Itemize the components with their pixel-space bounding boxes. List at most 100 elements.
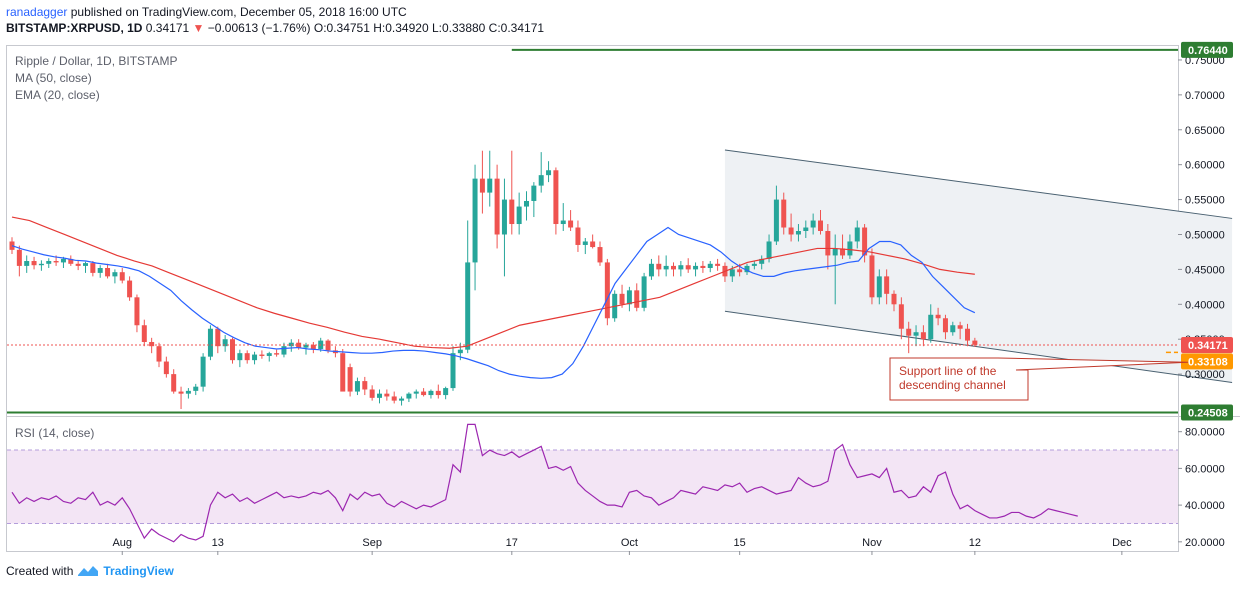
candle-50	[377, 389, 382, 404]
price-axis[interactable]: 0.300000.350000.400000.450000.500000.550…	[1178, 55, 1225, 381]
candle-body	[421, 391, 427, 396]
candle-9	[75, 260, 81, 271]
legend-ema[interactable]: EMA (20, close)	[15, 88, 100, 102]
candle-body	[546, 170, 552, 176]
candle-8	[68, 255, 74, 266]
time-tick-4: Oct	[621, 537, 638, 549]
candle-body	[296, 342, 302, 348]
time-axis[interactable]: Aug 13 Sep 17 Oct 15 Nov 12 Dec	[112, 537, 1132, 555]
candle-55	[413, 389, 419, 399]
candle-119	[884, 269, 890, 305]
candle-126	[935, 307, 941, 326]
candle-body	[575, 227, 581, 245]
candle-34	[259, 350, 265, 359]
candle-28	[215, 326, 221, 354]
time-tick-3: 17	[506, 537, 518, 549]
candle-91	[678, 261, 684, 277]
candle-body	[141, 325, 147, 342]
candle-127	[942, 314, 948, 340]
candle-body	[105, 268, 111, 277]
price-tick-4: 0.50000	[1185, 229, 1225, 241]
candle-body	[818, 220, 823, 231]
price-tick-9: 0.75000	[1185, 55, 1225, 67]
candle-33	[252, 351, 258, 365]
callout-annotation[interactable]: Support line of the descending channel	[889, 357, 1189, 401]
candle-7	[60, 256, 66, 268]
candle-35	[266, 351, 272, 362]
candle-90	[671, 262, 676, 277]
rsi-axis[interactable]: 20.0000 40.0000 60.0000 80.0000	[1178, 427, 1225, 549]
candle-75	[560, 203, 566, 231]
candle-body	[97, 268, 103, 273]
legend-ma[interactable]: MA (50, close)	[15, 71, 92, 85]
candle-96	[715, 258, 721, 271]
candle-body	[920, 332, 926, 340]
candle-body	[53, 261, 59, 263]
candle-104	[773, 185, 779, 245]
candle-body	[68, 258, 74, 264]
candle-16	[127, 276, 133, 301]
channel-upper-line[interactable]	[724, 149, 1233, 219]
candle-body	[582, 241, 588, 245]
channel-lower-line[interactable]	[724, 310, 1233, 383]
time-tick-8: Dec	[1112, 537, 1132, 549]
time-tick-7: 12	[969, 537, 981, 549]
candle-body	[715, 263, 721, 266]
candle-105	[781, 192, 787, 235]
candle-74	[553, 167, 559, 235]
candle-112	[832, 234, 838, 305]
candle-94	[700, 261, 706, 273]
candle-body	[590, 241, 596, 248]
time-tick-5: 15	[734, 537, 746, 549]
candle-11	[90, 261, 96, 277]
level-tag-1	[1181, 404, 1233, 421]
candle-59	[443, 386, 449, 400]
candle-body	[16, 249, 22, 266]
author-link[interactable]: ranadagger	[6, 5, 68, 19]
price-change: −0.00613 (−1.76%)	[207, 21, 311, 35]
candle-body	[465, 262, 471, 350]
candle-body	[737, 269, 743, 273]
candle-body	[795, 231, 801, 235]
candle-14	[112, 269, 118, 284]
candle-body	[626, 290, 632, 305]
candle-76	[568, 210, 574, 231]
price-tick-3: 0.45000	[1185, 264, 1225, 276]
legend-main: Ripple / Dollar, 1D, BITSTAMP MA (50, cl…	[15, 54, 178, 102]
legend-rsi[interactable]: RSI (14, close)	[15, 426, 94, 440]
candle-111	[825, 224, 831, 270]
last-price-tag-label: 0.34171	[1188, 340, 1228, 352]
candle-81	[604, 258, 610, 326]
candle-body	[112, 272, 118, 277]
candle-body	[531, 185, 537, 201]
candle-109	[810, 213, 816, 235]
candle-body	[840, 248, 846, 256]
candle-body	[354, 381, 360, 392]
candle-body	[906, 328, 912, 336]
candle-78	[582, 237, 588, 255]
candle-88	[656, 255, 662, 277]
candle-89	[663, 255, 669, 277]
ema-20-line	[11, 226, 976, 379]
price-tick-7: 0.65000	[1185, 125, 1225, 137]
candle-body	[494, 178, 500, 235]
candle-body	[200, 356, 206, 387]
candle-body	[391, 396, 397, 401]
candle-body	[185, 390, 191, 394]
candle-body	[127, 280, 133, 298]
candle-25	[193, 383, 199, 396]
last-price: 0.34171	[145, 21, 190, 35]
candle-64	[479, 150, 485, 214]
price-tick-8: 0.70000	[1185, 90, 1225, 102]
candle-body	[876, 276, 882, 298]
callout-box	[889, 357, 1189, 401]
candle-body	[891, 293, 897, 305]
candle-body	[671, 265, 676, 270]
candle-body	[656, 263, 662, 270]
candle-body	[641, 276, 647, 308]
candle-body	[516, 206, 522, 225]
candle-73	[546, 161, 552, 183]
candle-body	[119, 272, 125, 281]
tradingview-brand[interactable]: TradingView	[103, 564, 174, 578]
